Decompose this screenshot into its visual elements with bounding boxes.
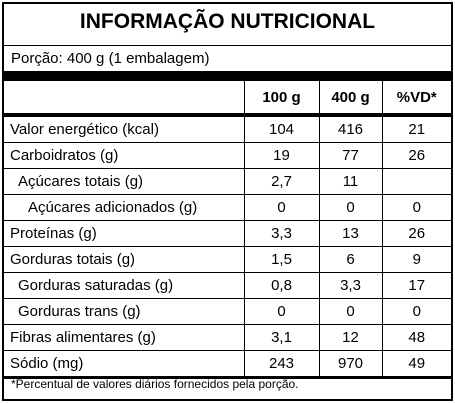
header-cell: %VD* <box>381 81 451 117</box>
nutrient-value <box>381 168 451 195</box>
nutrient-value: 0 <box>381 194 451 221</box>
nutrient-value: 970 <box>318 350 382 379</box>
header-cell <box>4 81 244 117</box>
nutrient-value: 17 <box>381 272 451 299</box>
nutrient-value: 0 <box>318 298 382 325</box>
nutrient-value: 2,7 <box>243 168 319 195</box>
nutrient-name: Fibras alimentares (g) <box>4 324 244 351</box>
nutrient-value: 12 <box>318 324 382 351</box>
nutrient-name: Sódio (mg) <box>4 350 244 379</box>
nutrient-value: 48 <box>381 324 451 351</box>
nutrient-name: Gorduras trans (g) <box>4 298 244 325</box>
nutrient-value: 9 <box>381 246 451 273</box>
nutrient-value: 11 <box>318 168 382 195</box>
nutrient-value: 49 <box>381 350 451 379</box>
header-cell: 400 g <box>318 81 382 117</box>
header-row: 100 g 400 g %VD* <box>4 81 451 117</box>
table-row: Carboidratos (g) 19 77 26 <box>4 142 451 169</box>
nutrient-name: Carboidratos (g) <box>4 142 244 169</box>
table-row: Sódio (mg) 243 970 49 <box>4 350 451 379</box>
nutrient-value: 26 <box>381 142 451 169</box>
nutrient-value: 0,8 <box>243 272 319 299</box>
nutrient-value: 416 <box>318 115 382 143</box>
nutrient-value: 1,5 <box>243 246 319 273</box>
nutrient-value: 0 <box>318 194 382 221</box>
nutrition-table: 100 g 400 g %VD* Valor energético (kcal)… <box>4 81 451 379</box>
header-cell: 100 g <box>243 81 319 117</box>
nutrient-name: Gorduras saturadas (g) <box>4 272 244 299</box>
nutrient-name: Gorduras totais (g) <box>4 246 244 273</box>
nutrient-value: 3,1 <box>243 324 319 351</box>
nutrient-value: 0 <box>381 298 451 325</box>
table-row: Açúcares totais (g) 2,7 11 <box>4 168 451 195</box>
nutrient-value: 3,3 <box>243 220 319 247</box>
thick-bar <box>4 71 451 81</box>
nutrient-name: Açúcares totais (g) <box>4 168 244 195</box>
rule <box>4 45 451 46</box>
table-row: Gorduras saturadas (g) 0,8 3,3 17 <box>4 272 451 299</box>
nutrient-value: 104 <box>243 115 319 143</box>
nutrient-value: 3,3 <box>318 272 382 299</box>
nutrient-value: 77 <box>318 142 382 169</box>
table-row: Açúcares adicionados (g) 0 0 0 <box>4 194 451 221</box>
table-row: Valor energético (kcal) 104 416 21 <box>4 115 451 143</box>
table-row: Proteínas (g) 3,3 13 26 <box>4 220 451 247</box>
table-row: Fibras alimentares (g) 3,1 12 48 <box>4 324 451 351</box>
nutrient-name: Valor energético (kcal) <box>4 115 244 143</box>
nutrient-value: 26 <box>381 220 451 247</box>
table-row: Gorduras totais (g) 1,5 6 9 <box>4 246 451 273</box>
nutrient-value: 243 <box>243 350 319 379</box>
portion: Porção: 400 g (1 embalagem) <box>11 50 210 67</box>
nutrient-value: 6 <box>318 246 382 273</box>
nutrient-value: 21 <box>381 115 451 143</box>
nutrient-value: 0 <box>243 298 319 325</box>
nutrient-value: 19 <box>243 142 319 169</box>
title: INFORMAÇÃO NUTRICIONAL <box>79 10 376 33</box>
nutrient-value: 13 <box>318 220 382 247</box>
nutrient-name: Açúcares adicionados (g) <box>4 194 244 221</box>
table-row: Gorduras trans (g) 0 0 0 <box>4 298 451 325</box>
nutrient-value: 0 <box>243 194 319 221</box>
nutrient-name: Proteínas (g) <box>4 220 244 247</box>
footnote: *Percentual de valores diários fornecido… <box>11 377 299 391</box>
